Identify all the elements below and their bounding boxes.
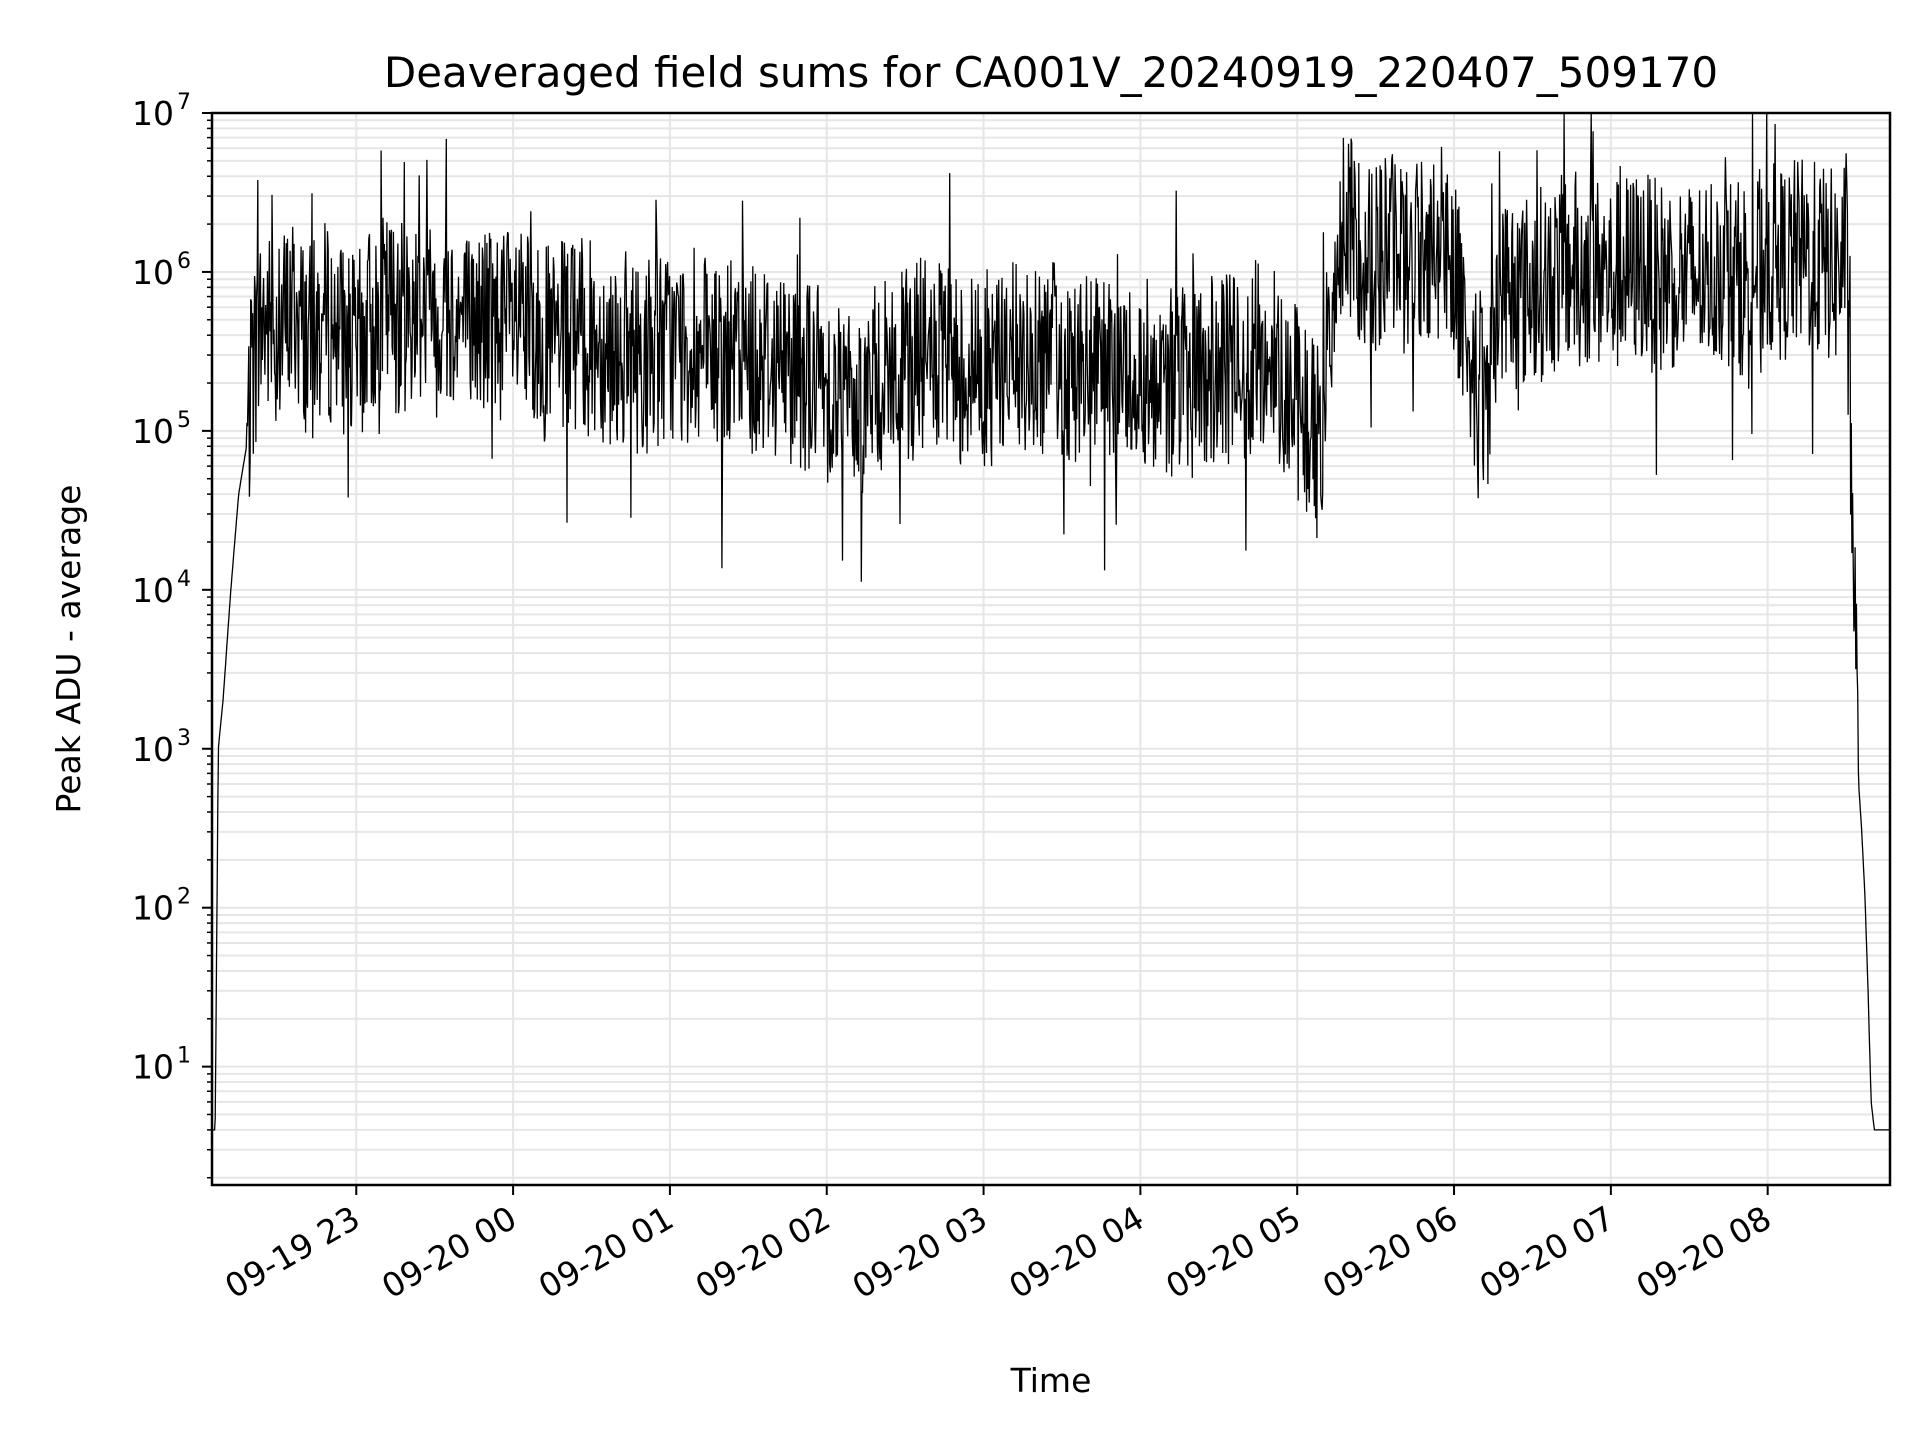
y-tick-label: 10 [132, 253, 174, 292]
series-line [212, 112, 1890, 1131]
grid [212, 112, 1890, 1185]
y-tick-label: 10 [132, 412, 174, 451]
chart-title: Deaveraged field sums for CA001V_2024091… [384, 48, 1718, 97]
x-axis-label: Time [1010, 1361, 1092, 1400]
y-tick-exponent: 2 [177, 885, 191, 910]
y-tick-exponent: 6 [177, 249, 191, 274]
y-tick-exponent: 1 [177, 1044, 191, 1069]
y-tick-exponent: 5 [177, 408, 191, 433]
y-tick-label: 10 [132, 1048, 174, 1087]
y-tick-label: 10 [132, 889, 174, 928]
y-tick-label: 10 [132, 730, 174, 769]
y-tick-exponent: 4 [177, 567, 191, 592]
plot-frame [210, 111, 1892, 1187]
y-tick-exponent: 7 [177, 90, 191, 115]
trace-layer [212, 112, 1890, 1131]
y-tick-label: 10 [132, 571, 174, 610]
y-axis-label: Peak ADU - average [49, 485, 88, 814]
y-tick-label: 10 [132, 94, 174, 133]
y-tick-exponent: 3 [177, 726, 191, 751]
